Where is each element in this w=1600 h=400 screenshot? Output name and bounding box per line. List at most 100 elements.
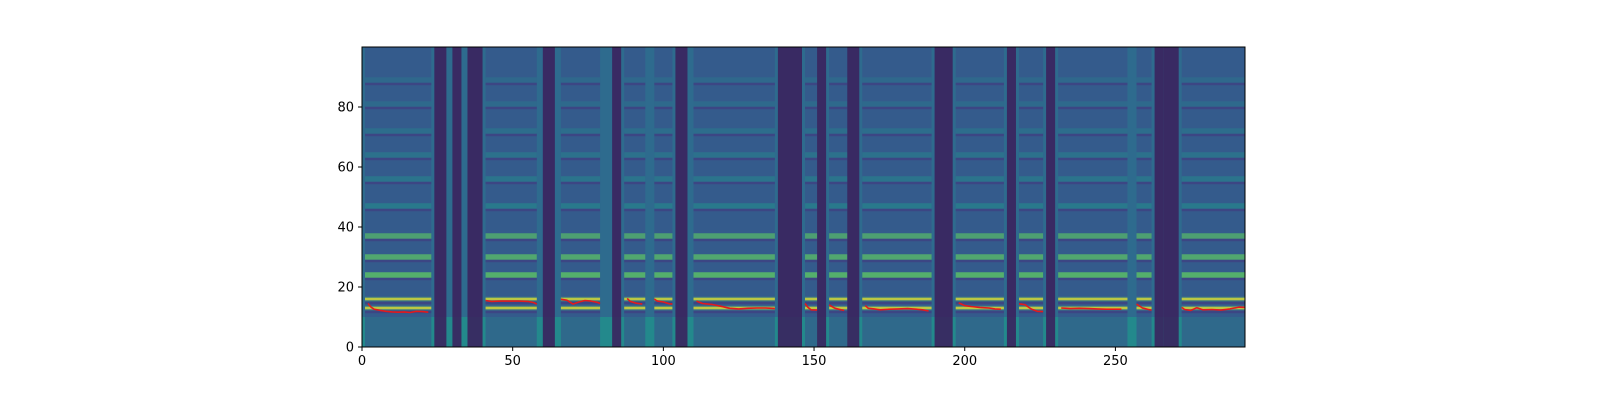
- harmonic-band: [1018, 254, 1044, 260]
- harmonic-band: [560, 101, 601, 107]
- harmonic-gap: [805, 238, 818, 242]
- harmonic-band: [485, 233, 537, 239]
- harmonic-band: [1181, 296, 1245, 302]
- harmonic-band: [1181, 101, 1245, 107]
- voiced-segment: [805, 47, 818, 347]
- harmonic-gap: [1058, 301, 1128, 305]
- harmonic-gap: [485, 82, 537, 86]
- harmonic-gap: [1136, 133, 1152, 137]
- harmonic-gap: [1136, 82, 1152, 86]
- harmonic-band: [829, 152, 848, 158]
- harmonic-band: [693, 176, 775, 182]
- harmonic-gap: [365, 133, 432, 137]
- harmonic-gap: [693, 82, 775, 86]
- harmonic-gap: [955, 181, 1004, 185]
- harmonic-gap: [829, 310, 848, 314]
- harmonic-gap: [955, 133, 1004, 137]
- harmonic-gap: [560, 277, 601, 281]
- harmonic-gap: [624, 208, 646, 212]
- harmonic-gap: [1018, 301, 1044, 305]
- harmonic-band: [805, 203, 818, 209]
- harmonic-band: [365, 272, 432, 278]
- harmonic-gap: [1058, 181, 1128, 185]
- harmonic-gap: [693, 157, 775, 161]
- harmonic-band: [654, 296, 673, 302]
- harmonic-gap: [693, 301, 775, 305]
- harmonic-band: [862, 233, 932, 239]
- harmonic-gap: [955, 301, 1004, 305]
- harmonic-gap: [1018, 208, 1044, 212]
- harmonic-gap: [485, 259, 537, 263]
- harmonic-gap: [1136, 106, 1152, 110]
- harmonic-gap: [829, 277, 848, 281]
- harmonic-gap: [560, 157, 601, 161]
- harmonic-band: [624, 77, 646, 83]
- harmonic-gap: [805, 157, 818, 161]
- harmonic-band: [829, 128, 848, 134]
- harmonic-band: [654, 233, 673, 239]
- harmonic-band: [365, 152, 432, 158]
- harmonic-gap: [654, 277, 673, 281]
- harmonic-gap: [862, 301, 932, 305]
- harmonic-gap: [693, 277, 775, 281]
- x-axis: 0 50 100 150 200 250: [358, 347, 1128, 369]
- harmonic-band: [624, 128, 646, 134]
- harmonic-band: [1058, 233, 1128, 239]
- voiced-segment: [654, 47, 673, 347]
- harmonic-band: [560, 254, 601, 260]
- harmonic-gap: [654, 238, 673, 242]
- harmonic-band: [805, 128, 818, 134]
- harmonic-gap: [805, 208, 818, 212]
- harmonic-gap: [805, 82, 818, 86]
- harmonic-band: [485, 272, 537, 278]
- harmonic-band: [829, 77, 848, 83]
- pitch-line-segment: [560, 298, 601, 305]
- harmonic-band: [485, 296, 537, 302]
- harmonic-gap: [624, 181, 646, 185]
- harmonic-band: [805, 77, 818, 83]
- harmonic-band: [1136, 254, 1152, 260]
- harmonic-gap: [862, 259, 932, 263]
- harmonic-gap: [485, 301, 537, 305]
- harmonic-gap: [624, 259, 646, 263]
- harmonic-gap: [829, 208, 848, 212]
- harmonic-band: [560, 176, 601, 182]
- y-tick-label: 80: [337, 101, 354, 116]
- harmonic-gap: [805, 181, 818, 185]
- harmonic-gap: [1018, 259, 1044, 263]
- harmonic-gap: [624, 157, 646, 161]
- harmonic-band: [560, 152, 601, 158]
- harmonic-band: [654, 128, 673, 134]
- pitch-line-segment: [1136, 303, 1152, 311]
- harmonic-gap: [1181, 238, 1245, 242]
- harmonic-gap: [805, 259, 818, 263]
- harmonic-band: [1058, 296, 1128, 302]
- harmonic-gap: [1018, 238, 1044, 242]
- harmonic-band: [560, 272, 601, 278]
- harmonic-gap: [955, 277, 1004, 281]
- harmonic-band: [1181, 272, 1245, 278]
- harmonic-band: [693, 272, 775, 278]
- harmonic-gap: [1181, 301, 1245, 305]
- harmonic-band: [805, 296, 818, 302]
- harmonic-gap: [862, 157, 932, 161]
- harmonic-band: [624, 176, 646, 182]
- harmonic-gap: [654, 133, 673, 137]
- harmonic-band: [693, 203, 775, 209]
- harmonic-gap: [1136, 238, 1152, 242]
- harmonic-gap: [1058, 310, 1128, 314]
- harmonic-gap: [1181, 157, 1245, 161]
- harmonic-band: [654, 203, 673, 209]
- harmonic-gap: [624, 106, 646, 110]
- harmonic-gap: [1136, 301, 1152, 305]
- pitch-line-segment: [367, 302, 429, 314]
- harmonic-gap: [485, 106, 537, 110]
- harmonic-band: [1136, 176, 1152, 182]
- harmonic-band: [654, 152, 673, 158]
- harmonic-band: [693, 233, 775, 239]
- harmonic-gap: [1181, 208, 1245, 212]
- harmonic-gap: [1136, 259, 1152, 263]
- harmonic-gap: [485, 133, 537, 137]
- harmonic-band: [955, 176, 1004, 182]
